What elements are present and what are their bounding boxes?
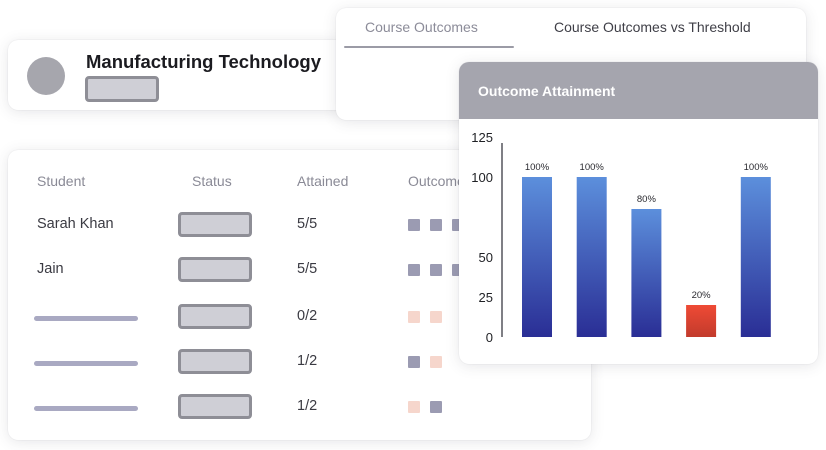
tab-course-outcomes[interactable]: Course Outcomes xyxy=(365,19,478,35)
y-tick-label: 100 xyxy=(471,170,493,185)
outcome-attainment-chart: 0 25 50 100 125 100% 100% 80% 20% 100% xyxy=(471,130,771,345)
bar xyxy=(740,177,771,337)
column-header-status: Status xyxy=(192,173,232,189)
status-badge xyxy=(178,257,252,282)
attained-value: 1/2 xyxy=(297,398,318,414)
attained-value: 5/5 xyxy=(297,216,318,232)
column-header-student: Student xyxy=(37,173,86,189)
outcome-indicator xyxy=(430,311,442,323)
outcome-indicator xyxy=(408,311,420,323)
course-status-badge xyxy=(85,76,159,102)
y-tick-label: 125 xyxy=(471,130,493,145)
student-name: Jain xyxy=(37,261,64,277)
attained-value: 5/5 xyxy=(297,261,318,277)
outcome-indicator xyxy=(430,219,442,231)
bar-data-label: 100% xyxy=(744,162,769,173)
y-tick-label: 50 xyxy=(479,250,493,265)
student-name-placeholder xyxy=(34,316,138,321)
attained-value: 0/2 xyxy=(297,308,318,324)
student-name: Sarah Khan xyxy=(37,216,114,232)
outcome-indicator xyxy=(408,219,420,231)
outcome-indicator xyxy=(408,401,420,413)
course-title: Manufacturing Technology xyxy=(86,51,322,72)
column-header-attained: Attained xyxy=(297,173,349,189)
status-badge xyxy=(178,212,252,237)
bar xyxy=(522,177,552,337)
chart-title: Outcome Attainment xyxy=(478,83,616,99)
attained-value: 1/2 xyxy=(297,353,318,369)
status-badge xyxy=(178,394,252,419)
y-tick-label: 0 xyxy=(486,330,493,345)
bar xyxy=(631,209,662,337)
y-axis-ticks: 0 25 50 100 125 xyxy=(471,130,493,345)
status-badge xyxy=(178,304,252,329)
course-header-card: Manufacturing Technology xyxy=(8,40,346,110)
course-avatar xyxy=(27,57,65,95)
bar-data-label: 100% xyxy=(525,162,550,173)
bar-data-label: 20% xyxy=(692,290,712,301)
outcome-indicator xyxy=(408,264,420,276)
table-row[interactable]: 0/2 xyxy=(8,302,591,332)
outcome-indicator xyxy=(408,356,420,368)
bar-data-label: 80% xyxy=(637,194,657,205)
outcome-indicator xyxy=(430,264,442,276)
bar xyxy=(576,177,607,337)
status-badge xyxy=(178,349,252,374)
bar-data-label: 100% xyxy=(580,162,605,173)
bar xyxy=(686,305,717,337)
bar-series: 100% 100% 80% 20% 100% xyxy=(522,162,771,337)
outcome-indicator xyxy=(430,356,442,368)
table-row[interactable]: 1/2 xyxy=(8,347,591,377)
student-name-placeholder xyxy=(34,361,138,366)
outcome-indicator xyxy=(430,401,442,413)
table-row[interactable]: 1/2 xyxy=(8,392,591,422)
student-name-placeholder xyxy=(34,406,138,411)
tab-course-outcomes-vs-threshold[interactable]: Course Outcomes vs Threshold xyxy=(554,19,751,35)
chart-header: Outcome Attainment xyxy=(459,62,818,119)
active-tab-indicator xyxy=(344,46,514,48)
y-tick-label: 25 xyxy=(479,290,493,305)
outcome-attainment-chart-card: Outcome Attainment 0 25 50 100 125 100% 100% 8… xyxy=(459,62,818,364)
column-header-outcome: Outcome xyxy=(408,173,465,189)
